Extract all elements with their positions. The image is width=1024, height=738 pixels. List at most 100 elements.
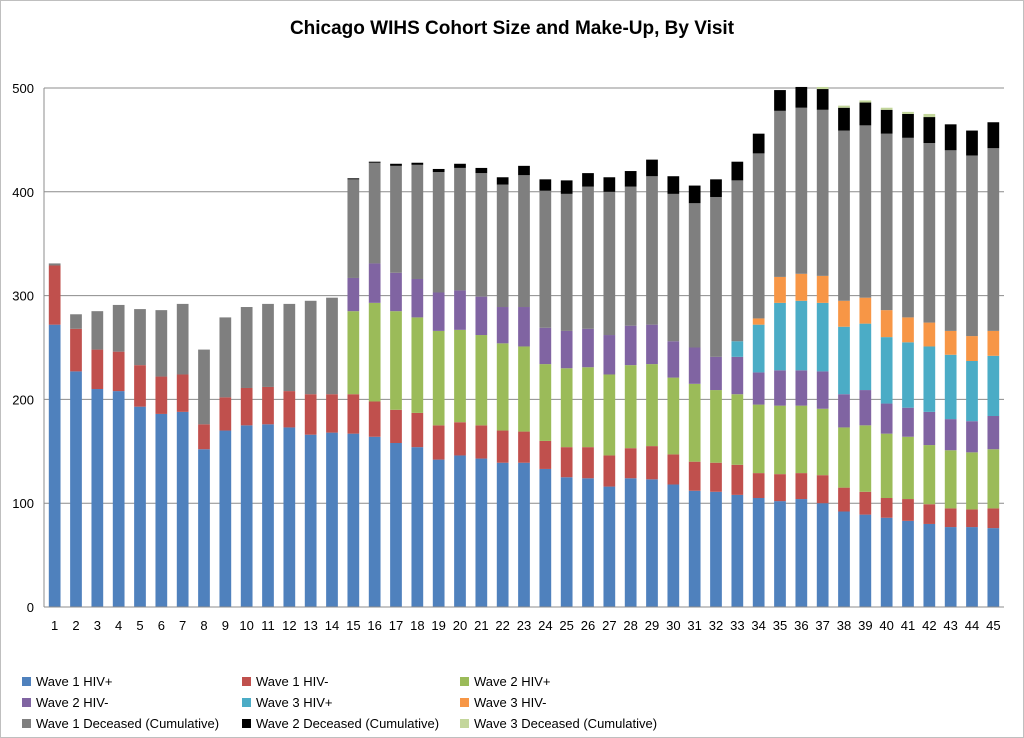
bar-segment-wave-1-hiv-visit-34: [752, 473, 765, 499]
bar-segment-wave-1-deceased-cumulative-visit-16: [368, 162, 381, 264]
bar-segment-wave-1-deceased-cumulative-visit-40: [880, 133, 893, 311]
legend-item: Wave 3 Deceased (Cumulative): [460, 716, 657, 731]
bar-segment-wave-2-hiv-visit-34: [752, 372, 765, 405]
bar-segment-wave-1-deceased-cumulative-visit-28: [624, 186, 637, 326]
bar-segment-wave-1-deceased-cumulative-visit-37: [816, 109, 829, 276]
bar-segment-wave-2-hiv-visit-41: [902, 436, 914, 500]
bar-segment-wave-2-deceased-cumulative-visit-20: [454, 163, 466, 168]
bar-segment-wave-1-deceased-cumulative-visit-30: [667, 193, 680, 342]
legend-swatch: [22, 698, 31, 707]
bar-segment-wave-2-deceased-cumulative-visit-30: [667, 176, 680, 194]
bar-segment-wave-2-hiv-visit-31: [688, 347, 701, 384]
bar-segment-wave-1-hiv-visit-15: [347, 394, 360, 434]
bar-segment-wave-2-hiv-visit-37: [816, 371, 829, 409]
x-tick-label: 26: [581, 618, 595, 633]
bar-segment-wave-3-hiv-visit-41: [902, 342, 914, 408]
bar-segment-wave-1-hiv-visit-26: [582, 447, 594, 479]
bar-stacks: [48, 86, 1000, 607]
x-tick-label: 34: [751, 618, 765, 633]
bar-segment-wave-2-hiv-visit-30: [667, 377, 680, 455]
bar-segment-wave-1-hiv-visit-20: [454, 455, 466, 607]
bar-segment-wave-2-deceased-cumulative-visit-37: [816, 89, 829, 110]
x-tick-label: 22: [495, 618, 509, 633]
bar-segment-wave-1-hiv-visit-30: [667, 454, 680, 485]
bar-segment-wave-1-hiv-visit-35: [774, 474, 786, 502]
bar-segment-wave-2-deceased-cumulative-visit-21: [475, 167, 488, 174]
bar-segment-wave-1-hiv-visit-36: [795, 473, 808, 500]
bar-segment-wave-2-deceased-cumulative-visit-15: [347, 178, 360, 180]
bar-segment-wave-1-hiv-visit-1: [48, 265, 61, 325]
bar-segment-wave-3-hiv-visit-36: [795, 300, 808, 371]
bar-segment-wave-1-hiv-visit-31: [688, 461, 701, 491]
x-tick-label: 40: [879, 618, 893, 633]
bar-segment-wave-2-hiv-visit-26: [582, 328, 594, 368]
bar-segment-wave-3-hiv-visit-40: [880, 337, 893, 404]
legend-swatch: [22, 719, 31, 728]
legend-swatch: [242, 677, 251, 686]
bar-segment-wave-1-hiv-visit-21: [475, 425, 488, 459]
bar-segment-wave-1-hiv-visit-16: [368, 436, 381, 607]
bar-segment-wave-1-hiv-visit-39: [859, 514, 872, 607]
bar-segment-wave-1-hiv-visit-18: [411, 447, 424, 607]
bar-segment-wave-1-deceased-cumulative-visit-18: [411, 164, 424, 279]
bar-segment-wave-1-hiv-visit-3: [91, 389, 104, 607]
bar-segment-wave-2-hiv-visit-44: [966, 452, 978, 510]
bar-segment-wave-1-deceased-cumulative-visit-33: [731, 180, 744, 342]
bar-segment-wave-1-deceased-cumulative-visit-9: [219, 317, 232, 398]
bar-segment-wave-2-hiv-visit-21: [475, 296, 488, 336]
bar-segment-wave-1-deceased-cumulative-visit-21: [475, 173, 488, 297]
bar-segment-wave-1-deceased-cumulative-visit-8: [198, 349, 210, 425]
bar-segment-wave-1-hiv-visit-18: [411, 412, 424, 448]
bar-segment-wave-3-hiv-visit-35: [774, 302, 786, 371]
bar-segment-wave-1-hiv-visit-27: [603, 486, 616, 607]
x-tick-label: 15: [346, 618, 360, 633]
legend-label: Wave 2 HIV+: [474, 674, 551, 689]
chart-title: Chicago WIHS Cohort Size and Make-Up, By…: [289, 18, 735, 39]
x-tick-label: 14: [325, 618, 339, 633]
x-tick-label: 31: [687, 618, 701, 633]
bar-segment-wave-1-hiv-visit-41: [902, 520, 914, 607]
bar-segment-wave-1-hiv-visit-10: [240, 425, 253, 607]
bar-segment-wave-2-deceased-cumulative-visit-16: [368, 161, 381, 163]
bar-segment-wave-2-hiv-visit-27: [603, 374, 616, 456]
y-tick-label: 400: [12, 185, 34, 200]
bar-segment-wave-1-hiv-visit-38: [838, 511, 850, 607]
bar-segment-wave-2-hiv-visit-38: [838, 427, 850, 488]
bar-segment-wave-1-hiv-visit-4: [112, 351, 125, 392]
bar-segment-wave-1-hiv-visit-7: [176, 411, 189, 607]
bar-segment-wave-1-deceased-cumulative-visit-1: [48, 263, 61, 266]
legend-swatch: [460, 698, 469, 707]
bar-segment-wave-1-hiv-visit-25: [560, 447, 573, 478]
x-tick-label: 16: [367, 618, 381, 633]
bar-segment-wave-3-hiv-visit-45: [987, 355, 1000, 416]
x-tick-label: 13: [303, 618, 317, 633]
bar-segment-wave-1-hiv-visit-23: [518, 431, 530, 463]
bar-segment-wave-1-hiv-visit-34: [752, 498, 765, 607]
bar-segment-wave-2-hiv-visit-20: [454, 329, 466, 423]
bar-segment-wave-1-deceased-cumulative-visit-20: [454, 167, 466, 291]
bar-segment-wave-1-hiv-visit-45: [987, 508, 1000, 529]
bar-segment-wave-1-deceased-cumulative-visit-11: [262, 303, 274, 387]
bar-segment-wave-1-hiv-visit-17: [390, 443, 402, 607]
bar-segment-wave-2-deceased-cumulative-visit-38: [838, 107, 850, 131]
bar-segment-wave-2-deceased-cumulative-visit-18: [411, 162, 424, 165]
x-tick-label: 32: [709, 618, 723, 633]
bar-segment-wave-2-deceased-cumulative-visit-42: [923, 117, 936, 144]
bar-segment-wave-1-hiv-visit-12: [283, 391, 296, 428]
legend-label: Wave 1 HIV-: [256, 674, 329, 689]
x-tick-label: 36: [794, 618, 808, 633]
bar-segment-wave-1-hiv-visit-27: [603, 455, 616, 487]
bar-segment-wave-1-hiv-visit-24: [539, 468, 552, 607]
bar-segment-wave-2-hiv-visit-33: [731, 356, 744, 395]
x-tick-label: 25: [559, 618, 573, 633]
bar-segment-wave-1-deceased-cumulative-visit-26: [582, 186, 594, 329]
x-tick-label: 11: [261, 618, 275, 633]
bar-segment-wave-1-deceased-cumulative-visit-17: [390, 165, 402, 273]
legend-label: Wave 1 Deceased (Cumulative): [36, 716, 220, 731]
bar-segment-wave-3-hiv-visit-44: [966, 336, 978, 361]
bar-segment-wave-2-deceased-cumulative-visit-17: [390, 163, 402, 166]
bar-segment-wave-1-hiv-visit-11: [262, 386, 274, 425]
bar-segment-wave-2-hiv-visit-29: [646, 324, 658, 365]
legend-label: Wave 1 HIV+: [36, 674, 113, 689]
x-tick-label: 18: [410, 618, 424, 633]
